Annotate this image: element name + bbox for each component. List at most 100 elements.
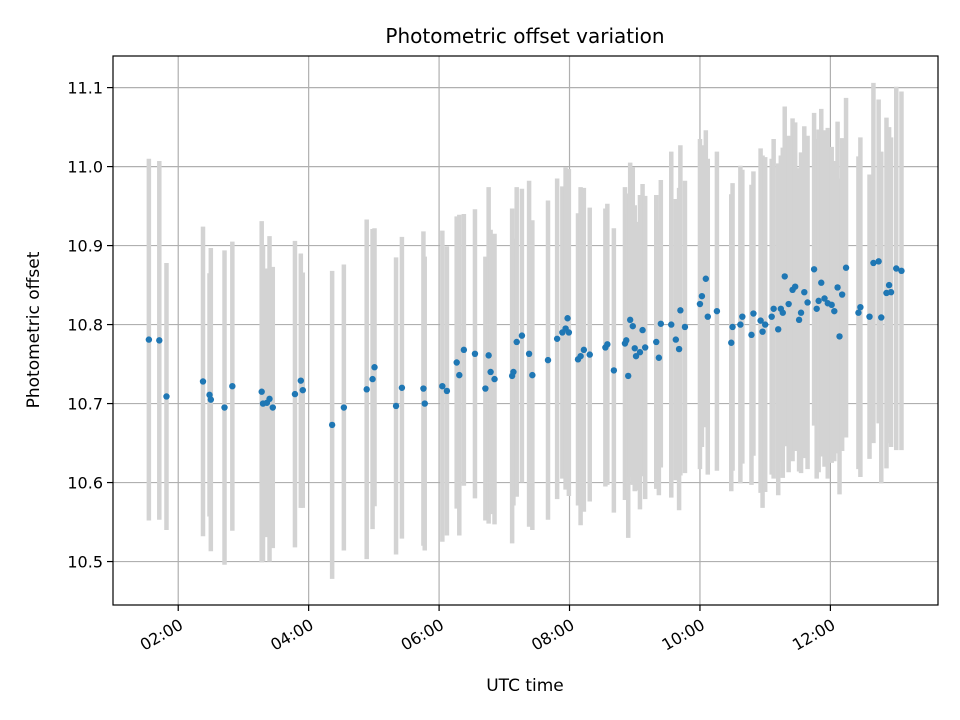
data-point — [657, 320, 665, 327]
data-point — [797, 309, 805, 316]
data-point — [828, 301, 835, 309]
data-point — [610, 367, 618, 374]
data-point — [328, 421, 336, 429]
data-point — [655, 354, 663, 361]
data-point — [834, 284, 841, 291]
data-point — [681, 323, 689, 331]
data-point — [291, 390, 299, 398]
data-point — [564, 315, 571, 322]
data-point — [748, 331, 755, 339]
data-point — [653, 338, 660, 346]
data-point — [371, 364, 378, 371]
data-point — [482, 385, 489, 392]
data-point — [258, 388, 265, 395]
data-point — [698, 292, 706, 300]
data-point — [813, 305, 820, 312]
data-point — [421, 400, 428, 407]
data-point — [229, 382, 236, 390]
data-point — [525, 350, 533, 358]
data-point — [269, 404, 276, 411]
data-point — [485, 352, 492, 359]
data-point — [729, 323, 736, 331]
data-point — [810, 266, 818, 273]
data-point — [696, 300, 704, 308]
data-point — [156, 337, 163, 344]
data-point — [870, 259, 877, 267]
y-tick-label: 10.5 — [67, 553, 103, 572]
data-point — [857, 303, 864, 311]
data-point — [855, 309, 862, 316]
y-tick-label: 10.7 — [67, 395, 103, 414]
data-point — [604, 341, 611, 348]
data-point — [221, 404, 228, 411]
data-point — [443, 387, 451, 395]
data-point — [668, 321, 675, 328]
data-point — [586, 351, 593, 358]
data-point — [739, 313, 746, 320]
y-tick-label: 11.0 — [67, 158, 103, 177]
data-point — [815, 297, 822, 305]
data-point — [821, 295, 828, 302]
data-point — [838, 291, 846, 298]
data-point — [491, 375, 498, 383]
data-point — [878, 314, 885, 321]
data-point — [898, 267, 905, 275]
data-point — [750, 310, 757, 317]
data-point — [639, 326, 646, 334]
data-point — [677, 307, 684, 314]
data-point — [759, 328, 766, 335]
data-point — [398, 384, 406, 391]
data-point — [702, 275, 710, 282]
data-point — [713, 307, 721, 315]
data-point — [266, 395, 273, 403]
data-point — [831, 307, 838, 315]
data-point — [804, 299, 811, 306]
data-point — [791, 283, 799, 290]
data-point — [529, 371, 536, 379]
data-point — [768, 313, 775, 320]
data-point — [626, 316, 634, 324]
point-layer — [145, 258, 905, 429]
data-point — [675, 345, 683, 353]
data-point — [625, 372, 632, 380]
data-point — [893, 265, 900, 272]
data-point — [163, 393, 170, 400]
data-point — [672, 336, 680, 343]
data-point — [801, 288, 808, 296]
data-point — [631, 345, 638, 352]
data-point — [199, 378, 207, 385]
data-point — [577, 352, 584, 360]
data-point — [632, 352, 640, 360]
data-point — [513, 338, 520, 346]
data-point — [728, 339, 735, 346]
data-point — [770, 305, 777, 312]
data-point — [460, 346, 468, 354]
data-point — [818, 279, 825, 286]
y-tick-label: 10.9 — [67, 237, 103, 256]
data-point — [887, 288, 895, 296]
data-point — [885, 281, 893, 289]
data-point — [565, 329, 573, 336]
chart-title: Photometric offset variation — [385, 24, 664, 48]
data-point — [297, 377, 305, 384]
data-point — [369, 375, 376, 383]
data-point — [785, 300, 792, 308]
data-point — [836, 333, 843, 340]
y-tick-label: 11.1 — [67, 79, 103, 98]
data-point — [145, 336, 153, 343]
data-point — [518, 332, 526, 339]
data-point — [629, 322, 636, 330]
data-point — [207, 396, 215, 403]
data-point — [453, 359, 460, 366]
data-point — [875, 258, 882, 265]
data-point — [439, 382, 446, 390]
y-tick-label: 10.8 — [67, 316, 103, 335]
data-point — [544, 356, 552, 364]
data-point — [779, 309, 786, 316]
data-point — [761, 321, 769, 328]
data-point — [487, 368, 494, 376]
data-point — [340, 404, 348, 411]
data-point — [775, 326, 782, 333]
data-point — [737, 321, 744, 328]
